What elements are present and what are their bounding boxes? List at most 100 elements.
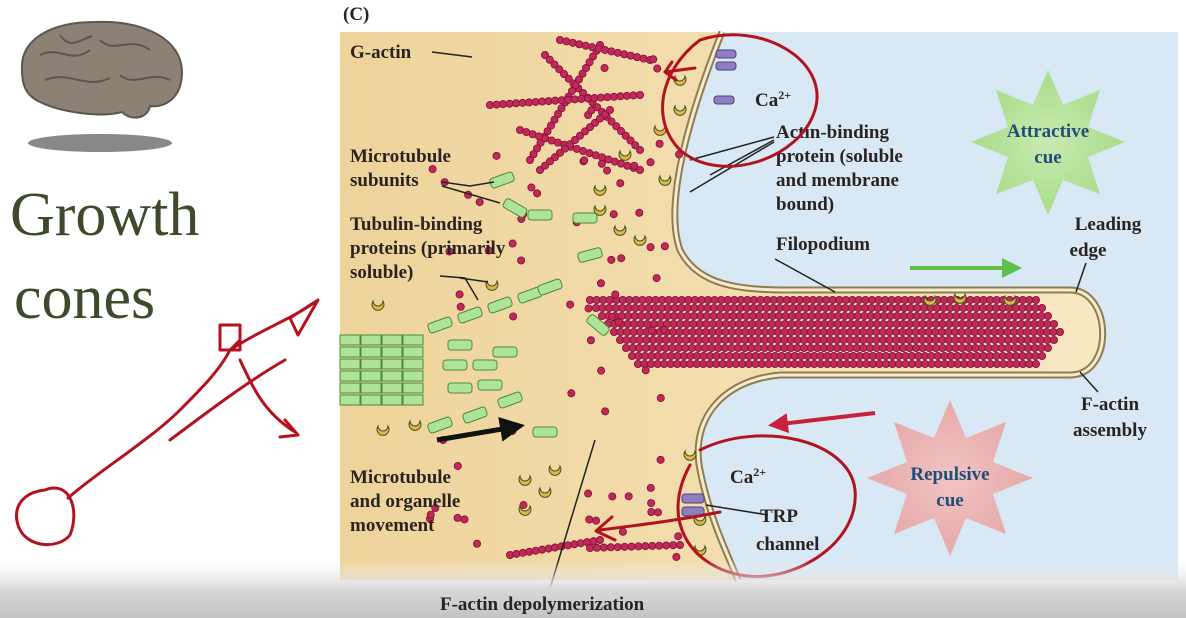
actin-monomer <box>635 343 644 352</box>
tubulin <box>489 171 515 189</box>
actin-monomer <box>629 327 638 336</box>
slide-title: cones <box>14 264 155 332</box>
actin-monomer <box>697 295 706 304</box>
actin-monomer <box>938 343 947 352</box>
actin-monomer <box>653 64 662 73</box>
actin-monomer <box>918 343 927 352</box>
actin-monomer <box>1032 295 1041 304</box>
actin-monomer <box>575 75 584 84</box>
actin-monomer <box>990 319 999 328</box>
actin-monomer <box>599 295 608 304</box>
label: Filopodium <box>776 234 870 255</box>
actin-monomer <box>1036 327 1045 336</box>
actin-monomer <box>998 311 1007 320</box>
actin-monomer <box>679 359 688 368</box>
actin-monomer <box>1024 311 1033 320</box>
actin-monomer <box>839 343 848 352</box>
actin-monomer <box>716 311 725 320</box>
actin-monomer <box>728 319 737 328</box>
actin-monomer <box>624 492 633 501</box>
actin-monomer <box>965 311 974 320</box>
actin-monomer <box>689 311 698 320</box>
actin-monomer <box>773 335 782 344</box>
actin-monomer <box>925 319 934 328</box>
actin-monomer <box>664 295 673 304</box>
actin-monomer <box>648 335 657 344</box>
actin-monomer <box>747 335 756 344</box>
microtubule <box>360 334 382 346</box>
actin-monomer <box>1024 303 1033 312</box>
actin-monomer <box>641 366 650 375</box>
actin-monomer <box>802 295 811 304</box>
actin-monomer <box>978 311 987 320</box>
binding-protein <box>1003 294 1017 306</box>
actin-monomer <box>786 335 795 344</box>
actin-monomer <box>781 319 790 328</box>
actin-monomer <box>431 504 440 513</box>
actin-monomer <box>918 335 927 344</box>
actin-monomer <box>886 319 895 328</box>
actin-monomer <box>859 327 868 336</box>
actin-monomer <box>957 335 966 344</box>
actin-monomer <box>655 335 664 344</box>
actin-monomer <box>1042 327 1051 336</box>
binding-protein <box>683 449 697 461</box>
actin-monomer <box>585 58 594 67</box>
actin-monomer <box>960 359 969 368</box>
binding-protein <box>518 504 532 516</box>
actin-monomer <box>769 295 778 304</box>
actin-monomer <box>670 311 679 320</box>
actin-monomer <box>1016 327 1025 336</box>
actin-monomer <box>460 515 469 524</box>
actin-monomer <box>881 295 890 304</box>
actin-monomer <box>879 319 888 328</box>
actin-monomer <box>763 295 772 304</box>
actin-monomer <box>643 311 652 320</box>
actin-monomer <box>648 343 657 352</box>
actin-monomer <box>681 343 690 352</box>
actin-monomer <box>654 343 663 352</box>
actin-monomer <box>586 123 595 132</box>
actin-monomer <box>738 359 747 368</box>
actin-monomer <box>828 303 837 312</box>
actin-monomer <box>743 295 752 304</box>
tubulin <box>586 314 610 336</box>
actin-monomer <box>751 359 760 368</box>
actin-monomer <box>626 51 635 60</box>
actin-monomer <box>944 335 953 344</box>
actin-monomer <box>592 516 601 525</box>
actin-monomer <box>586 295 595 304</box>
actin-monomer <box>854 295 863 304</box>
actin-monomer <box>880 311 889 320</box>
binding-protein <box>371 299 385 311</box>
actin-monomer <box>453 513 462 522</box>
label: Ca <box>730 467 754 488</box>
actin-monomer <box>538 97 547 106</box>
actin-monomer <box>608 313 617 322</box>
actin-monomer <box>816 359 825 368</box>
tubulin <box>532 426 558 438</box>
actin-monomer <box>861 295 870 304</box>
actin-monomer <box>859 343 868 352</box>
actin-monomer <box>577 94 586 103</box>
movement-arrow <box>436 417 525 443</box>
actin-monomer <box>686 359 695 368</box>
actin-monomer <box>934 359 943 368</box>
actin-monomer <box>589 537 598 546</box>
actin-monomer <box>964 335 973 344</box>
actin-monomer <box>631 295 640 304</box>
actin-monomer <box>741 319 750 328</box>
actin-monomer <box>1050 319 1059 328</box>
actin-monomer <box>636 327 645 336</box>
actin-monomer <box>727 335 736 344</box>
binding-protein <box>408 419 422 431</box>
actin-monomer <box>611 303 620 312</box>
actin-monomer <box>1011 303 1020 312</box>
actin-monomer <box>625 295 634 304</box>
actin-monomer <box>807 311 816 320</box>
actin-monomer <box>655 541 664 550</box>
actin-monomer <box>865 343 874 352</box>
actin-monomer <box>767 327 776 336</box>
actin-monomer <box>708 327 717 336</box>
actin-monomer <box>925 311 934 320</box>
